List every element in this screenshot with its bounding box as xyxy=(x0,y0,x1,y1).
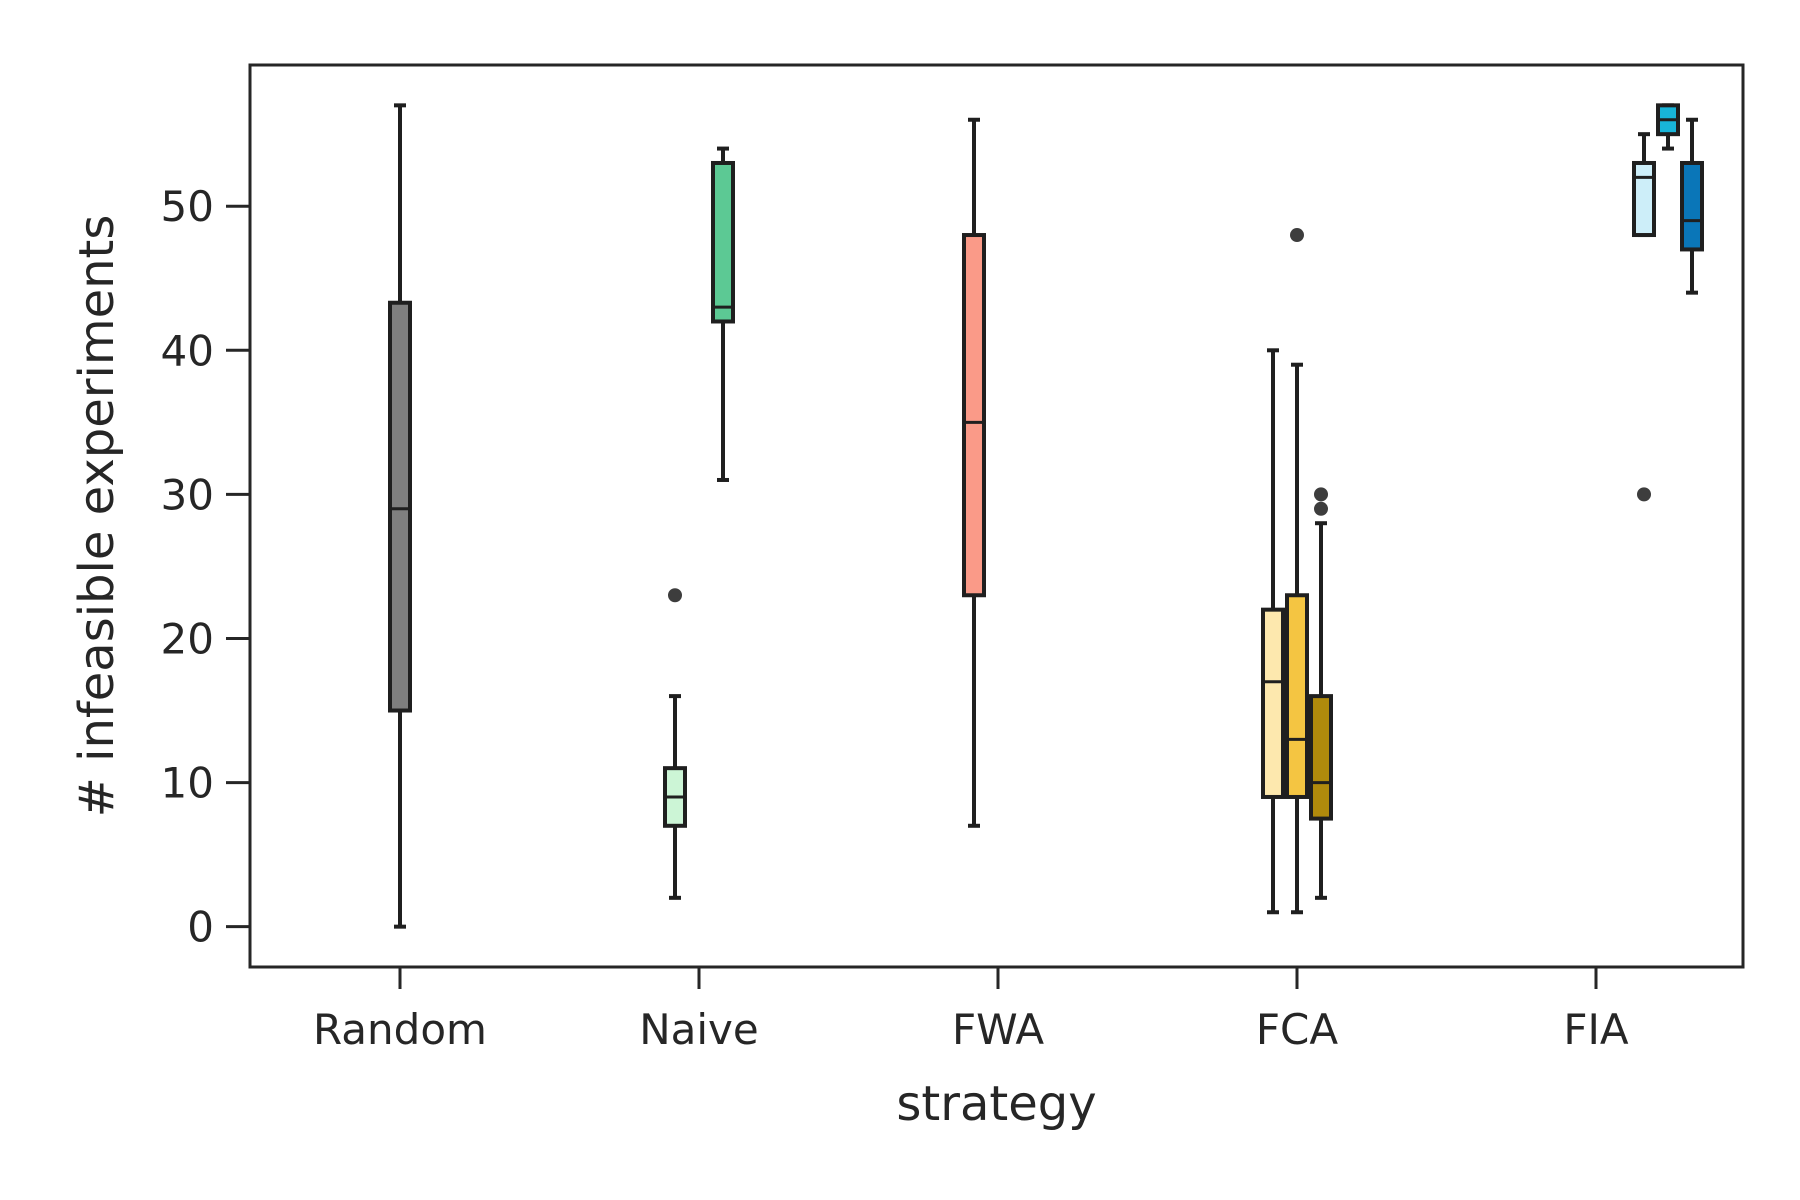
x-tick-label: FCA xyxy=(1256,1005,1338,1054)
y-tick-label: 50 xyxy=(161,182,214,231)
box-body xyxy=(1632,160,1656,238)
box-fia xyxy=(1632,132,1656,502)
box-naive xyxy=(711,146,735,482)
box-fca xyxy=(1261,348,1285,915)
outlier-point xyxy=(1314,501,1328,516)
outlier-point xyxy=(668,588,682,603)
outlier-point xyxy=(1314,487,1328,502)
box-random xyxy=(388,103,412,929)
outlier-point xyxy=(1637,487,1651,502)
y-axis-label: # infeasible experiments xyxy=(69,215,125,818)
x-tick-label: FWA xyxy=(952,1005,1044,1054)
y-tick-label: 20 xyxy=(161,614,214,663)
box-body xyxy=(962,233,986,598)
box-body xyxy=(1261,607,1285,799)
box-fia xyxy=(1656,103,1680,151)
x-axis-label: strategy xyxy=(896,1076,1096,1132)
box-fca xyxy=(1285,228,1309,915)
box-naive xyxy=(663,588,687,900)
box-fwa xyxy=(962,117,986,828)
x-tick-label: Naive xyxy=(639,1005,759,1054)
y-tick-label: 0 xyxy=(187,903,214,952)
plot-frame xyxy=(248,63,1745,969)
box-body xyxy=(1285,593,1309,799)
x-axis: Random Naive FWA FCA FIA xyxy=(313,967,1629,1054)
box-fia xyxy=(1680,117,1704,295)
box-body xyxy=(1309,694,1333,821)
y-tick-label: 30 xyxy=(161,470,214,519)
box-fca xyxy=(1309,487,1333,900)
x-tick-label: FIA xyxy=(1563,1005,1629,1054)
box-body xyxy=(1680,160,1704,252)
box-body xyxy=(711,160,735,324)
y-axis: 0 10 20 30 40 50 xyxy=(161,182,250,952)
y-tick-label: 10 xyxy=(161,759,214,808)
box-body xyxy=(388,300,412,713)
x-tick-label: Random xyxy=(313,1005,487,1054)
box-series xyxy=(388,103,1704,929)
y-tick-label: 40 xyxy=(161,326,214,375)
outlier-point xyxy=(1290,228,1304,243)
